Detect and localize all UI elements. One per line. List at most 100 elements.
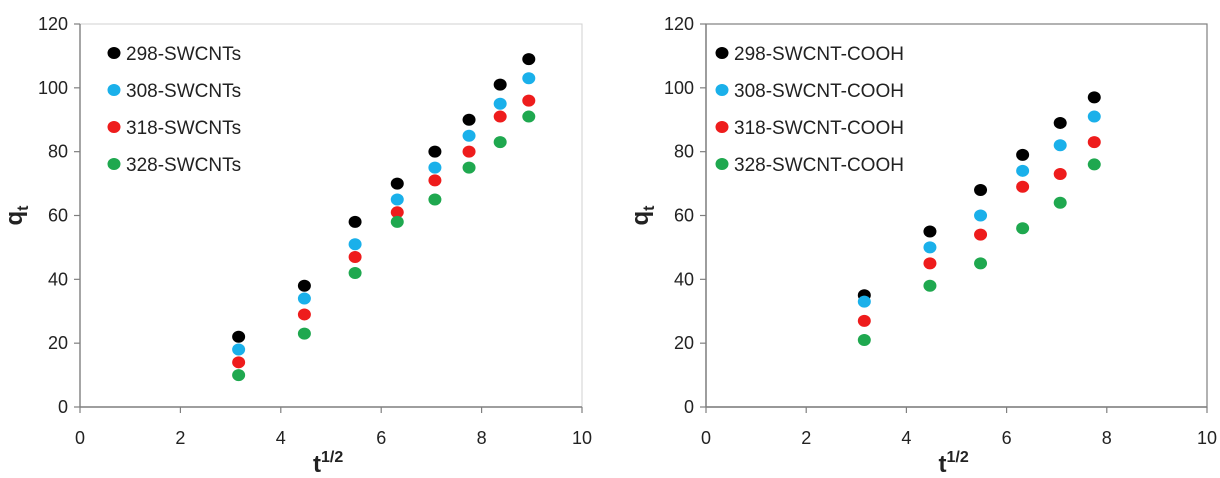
chart0-y-tick-label: 40 (48, 269, 68, 289)
chart1-point-series1 (1016, 164, 1030, 177)
chart0-point-series1 (428, 161, 442, 174)
chart0-point-series1 (232, 343, 246, 356)
chart0-legend-label: 308-SWCNTs (126, 81, 241, 102)
chart0-legend-marker (107, 158, 121, 170)
chart0-y-axis-title: qt (1, 205, 32, 226)
chart1-y-tick-label: 100 (664, 78, 694, 98)
chart1-legend-marker (715, 47, 729, 59)
chart0-point-series3 (390, 215, 404, 228)
chart0-point-series0 (462, 113, 476, 126)
chart0-legend-label: 318-SWCNTs (126, 118, 241, 139)
chart1-point-series1 (1087, 110, 1101, 123)
chart0-point-series1 (493, 97, 507, 110)
chart1-x-tick-label: 0 (701, 428, 711, 448)
chart1-point-series3 (1087, 158, 1101, 171)
chart0-point-series2 (428, 174, 442, 187)
chart0-point-series0 (297, 279, 311, 292)
chart0-x-tick-label: 10 (572, 428, 592, 448)
chart1-legend-marker (715, 158, 729, 170)
chart0-point-series3 (232, 369, 246, 382)
chart1-point-series0 (974, 183, 988, 196)
chart1-legend-marker (715, 121, 729, 133)
chart1-point-series2 (1087, 136, 1101, 149)
chart1-x-tick-label: 8 (1102, 428, 1112, 448)
chart1-point-series1 (923, 241, 937, 254)
chart0-point-series2 (493, 110, 507, 123)
chart1-point-series0 (923, 225, 937, 238)
chart1-point-series3 (974, 257, 988, 270)
chart1-y-axis-title: qt (627, 205, 658, 226)
chart0-point-series2 (232, 356, 246, 369)
chart1-y-tick-label: 40 (674, 269, 694, 289)
chart0-point-series2 (390, 206, 404, 219)
chart1-point-series0 (1016, 148, 1030, 161)
chart0-x-tick-label: 0 (75, 428, 85, 448)
chart0-x-tick-label: 4 (276, 428, 286, 448)
chart1-point-series2 (1016, 180, 1030, 193)
chart1-x-tick-label: 6 (1002, 428, 1012, 448)
chart0-point-series1 (390, 193, 404, 206)
chart1-point-series0 (1053, 116, 1067, 129)
chart0-legend-label: 298-SWCNTs (126, 44, 241, 65)
chart0-point-series0 (232, 330, 246, 343)
chart0-point-series1 (348, 238, 362, 251)
chart0-point-series3 (348, 266, 362, 279)
chart0-point-series0 (348, 215, 362, 228)
chart-swcnts: 0 2 4 6 8 10020406080100120t1/2qt298-SWCNTs30… (1, 14, 592, 478)
chart1-point-series3 (1053, 196, 1067, 209)
chart1-x-tick-label: 10 (1197, 428, 1217, 448)
chart0-point-series2 (462, 145, 476, 158)
chart1-x-tick-label: 2 (801, 428, 811, 448)
chart1-point-series1 (1053, 139, 1067, 152)
chart1-point-series3 (1016, 222, 1030, 235)
chart1-y-tick-label: 120 (664, 14, 694, 34)
chart0-point-series3 (493, 136, 507, 149)
chart0-y-tick-label: 80 (48, 142, 68, 162)
chart0-legend-marker (107, 47, 121, 59)
chart1-y-tick-label: 20 (674, 333, 694, 353)
chart0-point-series3 (462, 161, 476, 174)
chart0-point-series3 (297, 327, 311, 340)
chart1-legend-label: 328-SWCNT-COOH (734, 155, 904, 176)
chart1-x-tick-label: 4 (901, 428, 911, 448)
chart0-point-series0 (428, 145, 442, 158)
chart1-y-tick-label: 80 (674, 142, 694, 162)
chart1-point-series1 (857, 295, 871, 308)
chart0-point-series1 (522, 72, 536, 85)
chart0-y-tick-label: 20 (48, 333, 68, 353)
chart1-point-series0 (1087, 91, 1101, 104)
chart0-point-series1 (297, 292, 311, 305)
chart0-y-tick-label: 120 (38, 14, 68, 34)
chart0-y-tick-label: 0 (58, 397, 68, 417)
chart0-point-series3 (428, 193, 442, 206)
chart1-legend-marker (715, 84, 729, 96)
chart0-legend-marker (107, 121, 121, 133)
chart0-x-tick-label: 6 (376, 428, 386, 448)
chart0-legend-marker (107, 84, 121, 96)
chart1-point-series3 (923, 279, 937, 292)
chart1-x-axis-title: t1/2 (939, 449, 969, 478)
chart0-point-series2 (348, 250, 362, 263)
chart0-point-series3 (522, 110, 536, 123)
chart1-point-series3 (857, 333, 871, 346)
chart0-legend-label: 328-SWCNTs (126, 155, 241, 176)
chart0-point-series0 (493, 78, 507, 91)
chart1-point-series2 (857, 314, 871, 327)
chart0-point-series2 (522, 94, 536, 107)
chart-swcnt-cooh: 0 2 4 6 8 10020406080100120t1/2qt298-SWCNT-CO… (627, 14, 1217, 478)
chart0-point-series0 (390, 177, 404, 190)
chart1-legend-label: 298-SWCNT-COOH (734, 44, 904, 65)
chart0-y-tick-label: 100 (38, 78, 68, 98)
chart0-point-series0 (522, 53, 536, 66)
chart1-y-tick-label: 0 (684, 397, 694, 417)
chart0-point-series2 (297, 308, 311, 321)
chart1-point-series2 (1053, 168, 1067, 181)
chart1-legend-label: 318-SWCNT-COOH (734, 118, 904, 139)
chart0-x-axis-title: t1/2 (313, 449, 343, 478)
chart1-legend-label: 308-SWCNT-COOH (734, 81, 904, 102)
chart0-y-tick-label: 60 (48, 206, 68, 226)
chart1-point-series1 (974, 209, 988, 222)
chart0-x-tick-label: 8 (477, 428, 487, 448)
chart1-point-series2 (923, 257, 937, 270)
